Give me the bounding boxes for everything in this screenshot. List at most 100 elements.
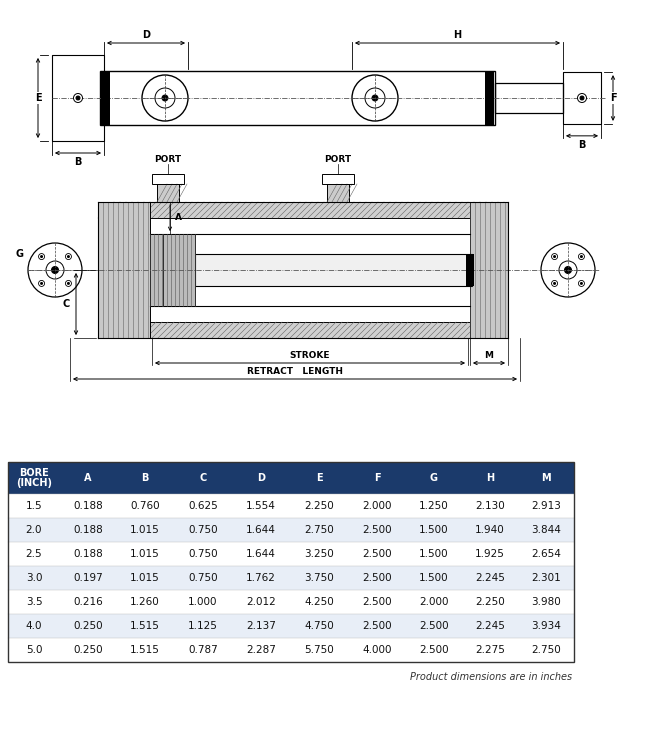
Text: 0.188: 0.188 (73, 525, 103, 535)
Bar (8, 462, 574, 662)
Text: 0.787: 0.787 (188, 645, 218, 655)
Text: 2.500: 2.500 (419, 621, 448, 631)
Text: D: D (257, 473, 265, 483)
Text: G: G (15, 249, 23, 259)
Circle shape (580, 282, 583, 285)
Bar (152, 174, 184, 184)
Text: A: A (84, 473, 92, 483)
Bar (98, 322, 508, 338)
Text: RETRACT   LENGTH: RETRACT LENGTH (247, 367, 343, 376)
Text: Product dimensions are in inches: Product dimensions are in inches (410, 672, 572, 682)
Bar (52, 55, 104, 141)
Text: D: D (142, 30, 150, 40)
Text: 2.500: 2.500 (362, 573, 392, 583)
Text: 0.625: 0.625 (188, 501, 218, 511)
Text: F: F (374, 473, 380, 483)
Text: 4.750: 4.750 (304, 621, 334, 631)
Text: 0.750: 0.750 (188, 549, 218, 559)
Bar (8, 590, 574, 614)
Bar (327, 184, 349, 202)
Bar (470, 202, 508, 338)
Bar (563, 72, 601, 124)
Text: 2.250: 2.250 (304, 501, 334, 511)
Bar (466, 254, 474, 286)
Text: C: C (200, 473, 207, 483)
Text: 0.250: 0.250 (73, 621, 103, 631)
Bar (98, 202, 150, 338)
Text: 0.760: 0.760 (130, 501, 160, 511)
Text: 0.188: 0.188 (73, 501, 103, 511)
Text: F: F (610, 93, 616, 103)
Text: 2.5: 2.5 (26, 549, 42, 559)
Text: 2.500: 2.500 (362, 525, 392, 535)
Text: 0.250: 0.250 (73, 645, 103, 655)
Text: 1.925: 1.925 (475, 549, 505, 559)
Text: 1.015: 1.015 (130, 573, 160, 583)
Text: 1.125: 1.125 (188, 621, 218, 631)
Text: 1.644: 1.644 (246, 525, 276, 535)
Text: STROKE: STROKE (290, 351, 330, 360)
Text: 1.515: 1.515 (130, 621, 160, 631)
Text: 2.000: 2.000 (362, 501, 392, 511)
Text: 2.137: 2.137 (246, 621, 276, 631)
Circle shape (162, 95, 168, 101)
Text: 1.000: 1.000 (188, 597, 218, 607)
Text: 0.188: 0.188 (73, 549, 103, 559)
Text: 2.301: 2.301 (531, 573, 561, 583)
Text: H: H (454, 30, 462, 40)
Bar (157, 184, 179, 202)
Text: 1.554: 1.554 (246, 501, 276, 511)
Text: 1.500: 1.500 (419, 549, 448, 559)
Circle shape (40, 282, 43, 285)
Text: 5.0: 5.0 (26, 645, 42, 655)
Text: C: C (63, 299, 70, 309)
Text: 2.012: 2.012 (246, 597, 276, 607)
Circle shape (76, 96, 80, 100)
Text: 5.750: 5.750 (304, 645, 334, 655)
Bar (495, 83, 563, 113)
Text: 1.500: 1.500 (419, 573, 448, 583)
Bar (8, 614, 574, 638)
Text: 0.750: 0.750 (188, 573, 218, 583)
Text: 1.500: 1.500 (419, 525, 448, 535)
Text: 2.130: 2.130 (475, 501, 505, 511)
Circle shape (564, 266, 571, 274)
Text: E: E (34, 93, 42, 103)
Text: 1.940: 1.940 (475, 525, 505, 535)
Text: 3.934: 3.934 (531, 621, 561, 631)
Text: 2.500: 2.500 (362, 597, 392, 607)
Text: 2.0: 2.0 (26, 525, 42, 535)
Text: 1.5: 1.5 (26, 501, 42, 511)
Text: 0.216: 0.216 (73, 597, 103, 607)
Bar (101, 71, 110, 125)
Circle shape (67, 282, 70, 285)
Text: 2.275: 2.275 (475, 645, 505, 655)
Circle shape (580, 255, 583, 258)
Bar (195, 254, 472, 286)
Text: 0.750: 0.750 (188, 525, 218, 535)
Bar (8, 462, 574, 494)
Text: PORT: PORT (324, 155, 352, 164)
Text: A: A (175, 213, 182, 223)
Text: BORE
(INCH): BORE (INCH) (16, 468, 52, 488)
Text: 2.245: 2.245 (475, 573, 505, 583)
Circle shape (73, 93, 83, 102)
Bar (8, 542, 574, 566)
Text: 3.980: 3.980 (531, 597, 561, 607)
Circle shape (580, 96, 584, 100)
Bar (8, 518, 574, 542)
Bar (485, 71, 494, 125)
Bar (100, 71, 495, 125)
Bar (8, 638, 574, 662)
Text: 1.762: 1.762 (246, 573, 276, 583)
Text: 2.287: 2.287 (246, 645, 276, 655)
Bar (150, 234, 188, 306)
Text: M: M (484, 351, 493, 360)
Text: 2.250: 2.250 (475, 597, 505, 607)
Bar (8, 566, 574, 590)
Text: 3.5: 3.5 (26, 597, 42, 607)
Text: 3.844: 3.844 (531, 525, 561, 535)
Circle shape (553, 255, 556, 258)
Text: 1.250: 1.250 (419, 501, 449, 511)
Text: 1.644: 1.644 (246, 549, 276, 559)
